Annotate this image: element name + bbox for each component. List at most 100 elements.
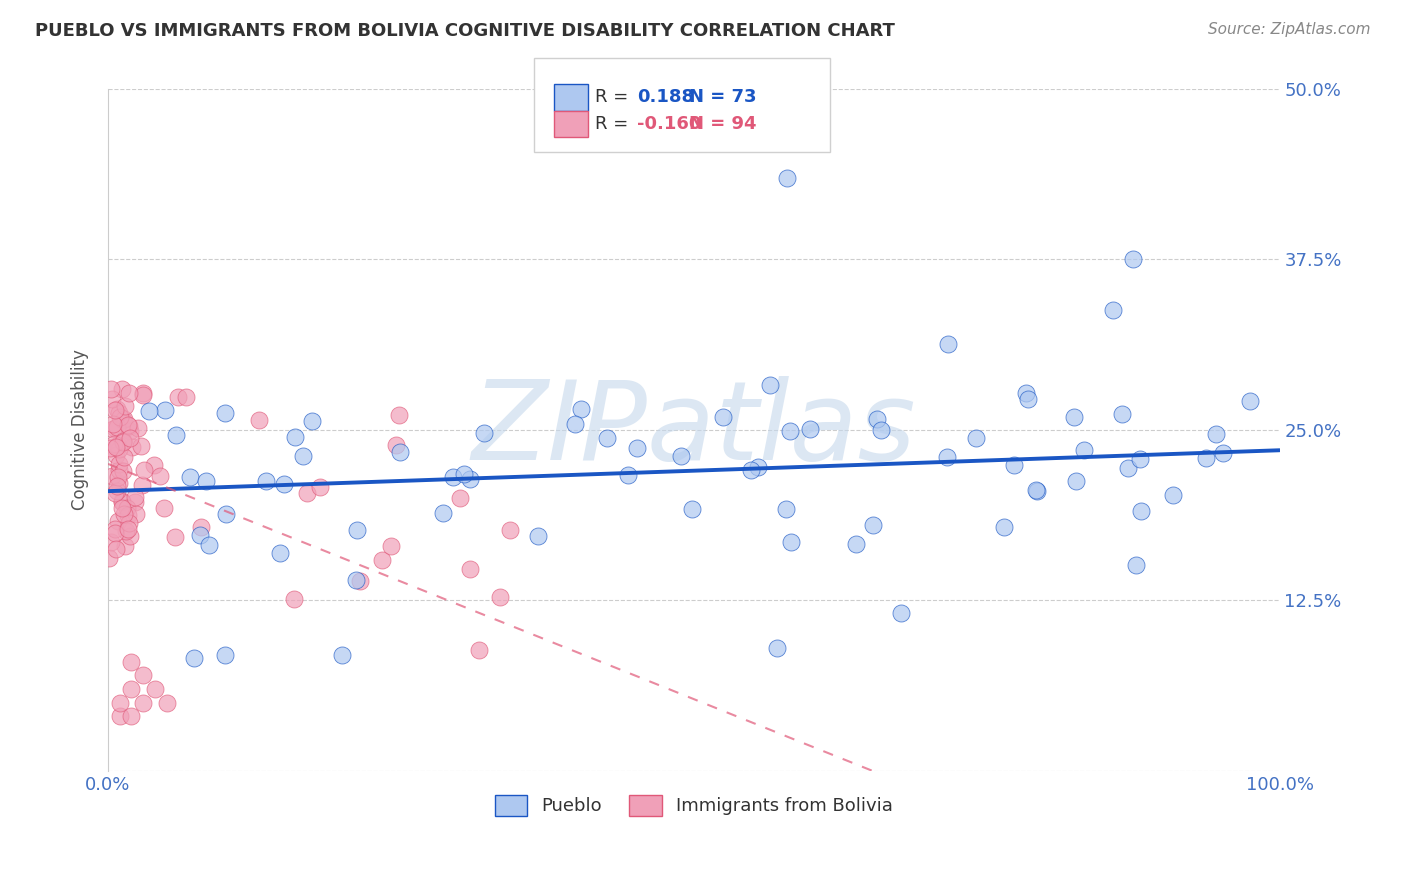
Point [104,441,127,455]
Point [104,403,127,417]
Point [432,506,454,520]
Text: -0.160: -0.160 [637,115,702,133]
Point [458,472,481,486]
Point [105,419,128,434]
Point [330,648,353,662]
Point [291,449,314,463]
Point [758,377,780,392]
Point [775,501,797,516]
Point [1129,451,1152,466]
Point [779,424,801,438]
Point [468,642,491,657]
Point [1239,393,1261,408]
Point [179,470,201,484]
Text: PUEBLO VS IMMIGRANTS FROM BOLIVIA COGNITIVE DISABILITY CORRELATION CHART: PUEBLO VS IMMIGRANTS FROM BOLIVIA COGNIT… [35,22,896,40]
Y-axis label: Cognitive Disability: Cognitive Disability [72,350,89,510]
Point [215,508,238,522]
Point [344,573,367,587]
Point [166,390,188,404]
Point [301,414,323,428]
Point [254,474,277,488]
Point [153,501,176,516]
Point [799,422,821,436]
Point [472,426,495,441]
Point [1002,458,1025,472]
Point [273,476,295,491]
Point [346,523,368,537]
Point [105,402,128,417]
Point [936,336,959,351]
Point [108,476,131,491]
Point [120,681,142,696]
Point [711,409,734,424]
Point [527,529,550,543]
Text: N = 94: N = 94 [689,115,756,133]
Point [124,495,146,509]
Point [112,412,135,426]
Text: R =: R = [595,115,634,133]
Point [117,522,139,536]
Point [104,525,127,540]
Text: N = 73: N = 73 [689,88,756,106]
Point [101,469,124,483]
Point [107,457,129,471]
Point [108,696,131,710]
Point [1111,407,1133,421]
Point [862,518,884,533]
Point [669,449,692,463]
Point [120,432,142,446]
Point [98,441,121,455]
Point [107,442,129,456]
Text: 0.188: 0.188 [637,88,695,106]
Point [1063,410,1085,425]
Point [107,470,129,484]
Point [776,170,799,185]
Point [247,413,270,427]
Point [111,434,134,449]
Point [107,406,129,420]
Point [780,535,803,549]
Point [101,392,124,406]
Point [197,538,219,552]
Point [111,435,134,450]
Point [118,529,141,543]
Point [626,442,648,456]
Point [104,541,127,556]
Point [681,502,703,516]
Point [165,428,187,442]
Point [155,696,177,710]
Point [117,417,139,432]
Point [153,403,176,417]
Point [117,516,139,530]
Point [101,422,124,436]
Point [111,413,134,427]
Point [571,402,593,417]
Point [118,424,141,438]
Point [132,668,155,682]
Point [965,431,987,445]
Point [108,709,131,723]
Point [1026,484,1049,499]
Point [120,655,142,669]
Point [388,408,411,422]
Point [284,430,307,444]
Point [124,491,146,505]
Point [143,681,166,696]
Point [1025,483,1047,497]
Point [441,470,464,484]
Point [1122,252,1144,267]
Point [120,709,142,723]
Point [104,523,127,537]
Point [129,439,152,453]
Point [283,592,305,607]
Point [385,438,408,452]
Point [349,574,371,589]
Point [183,651,205,665]
Point [936,450,959,465]
Point [195,474,218,488]
Point [1118,461,1140,475]
Point [1017,392,1039,406]
Legend: Pueblo, Immigrants from Bolivia: Pueblo, Immigrants from Bolivia [488,788,900,823]
Point [149,469,172,483]
Point [499,523,522,537]
